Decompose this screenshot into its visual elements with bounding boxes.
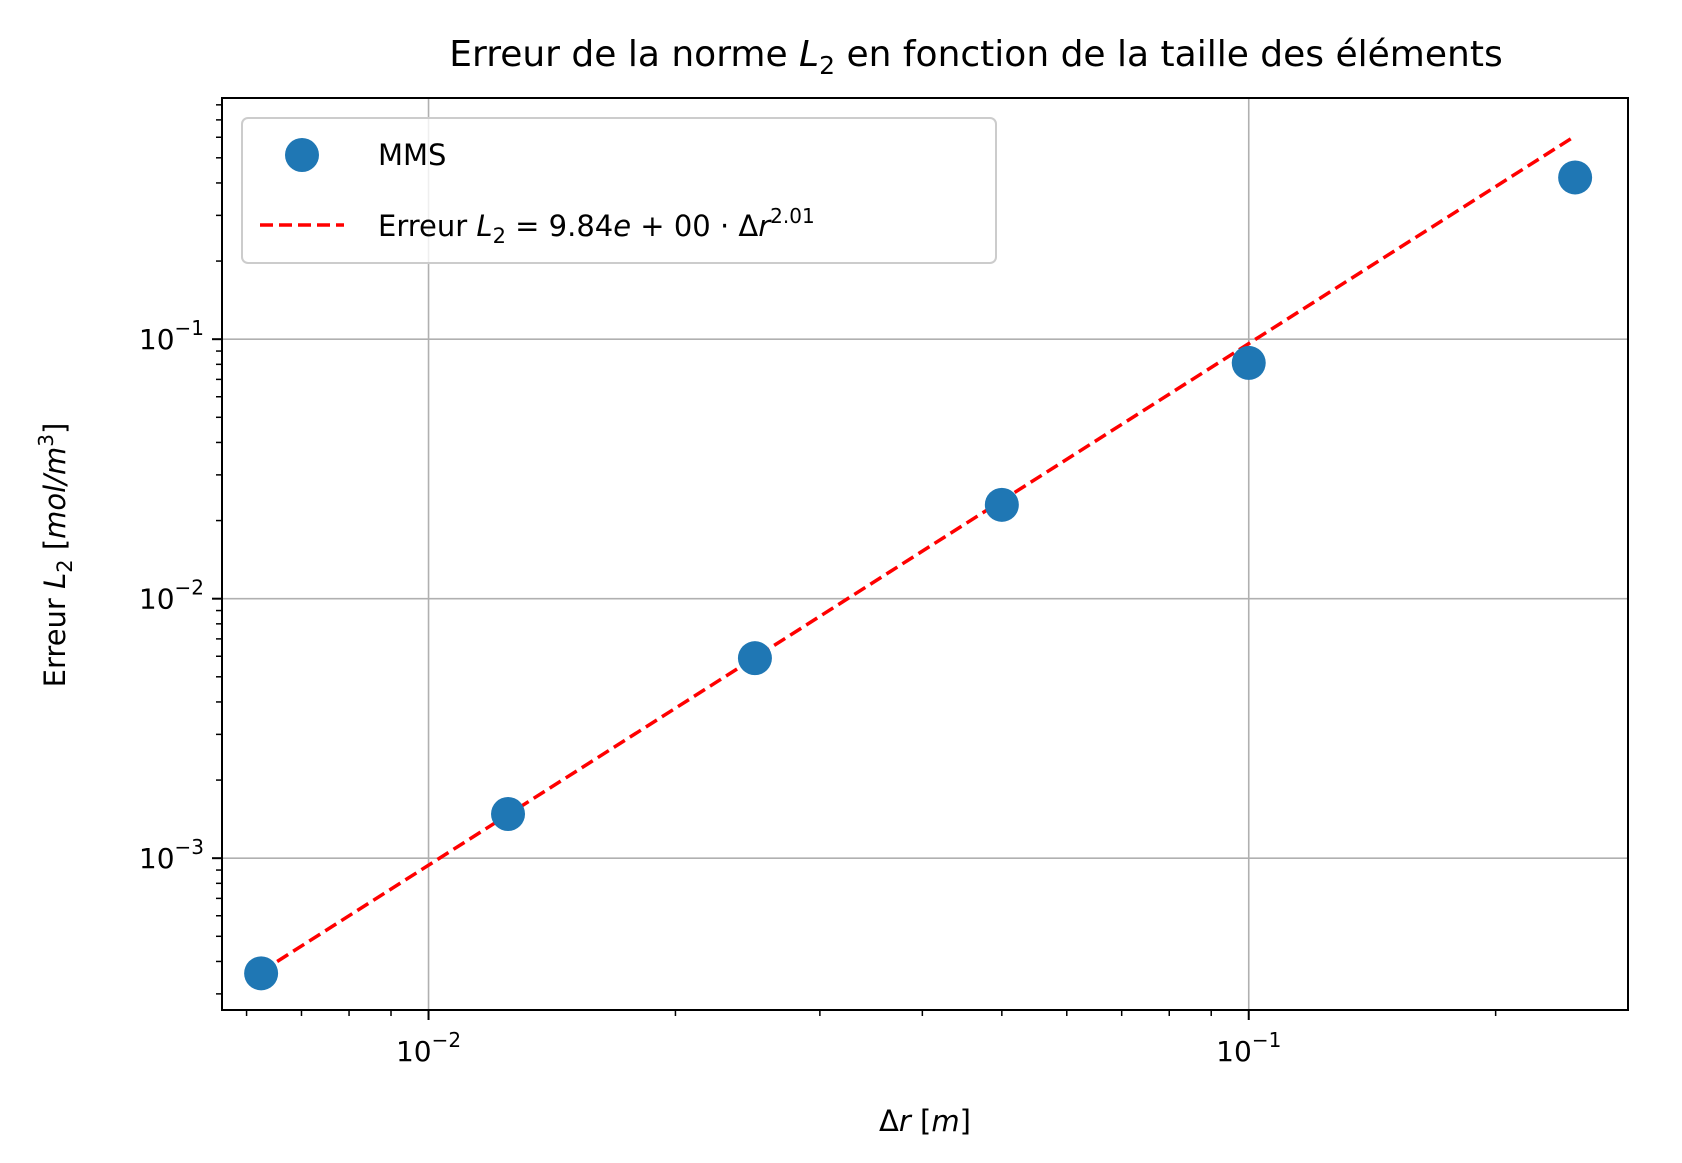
data-point xyxy=(737,641,772,676)
x-axis-title: Δr [m] xyxy=(879,1104,971,1138)
tick-labels: 10−2 10−1 10−3 10−2 10−1 xyxy=(139,316,1281,1068)
chart-title: Erreur de la norme L2 en fonction de la … xyxy=(449,34,1502,80)
y-tick-label: 10−1 xyxy=(139,316,204,356)
minor-ticks xyxy=(216,104,1497,1016)
data-point xyxy=(244,956,279,991)
legend-label-fit: Erreur L2 = 9.84e + 00 · Δr2.01 xyxy=(378,204,815,248)
y-axis-title: Erreur L2 [mol/m3] xyxy=(34,423,77,688)
major-ticks xyxy=(212,338,1250,1020)
legend-box xyxy=(241,117,997,264)
data-point xyxy=(984,487,1019,522)
y-tick-label: 10−2 xyxy=(139,576,204,616)
x-tick-label: 10−2 xyxy=(396,1028,461,1068)
y-tick-label: 10−3 xyxy=(139,835,204,875)
x-tick-label: 10−1 xyxy=(1216,1028,1281,1068)
data-point xyxy=(491,797,526,832)
fit-line xyxy=(260,134,1577,974)
fit-line-layer xyxy=(260,134,1577,974)
axes-frame xyxy=(221,97,1629,1011)
data-points xyxy=(244,160,1593,991)
data-point xyxy=(1231,345,1266,380)
legend: MMS Erreur L2 = 9.84e + 00 · Δr2.01 xyxy=(241,117,997,264)
legend-label-mms: MMS xyxy=(378,138,446,172)
data-point xyxy=(1558,160,1593,195)
legend-marker-mms xyxy=(285,138,319,172)
